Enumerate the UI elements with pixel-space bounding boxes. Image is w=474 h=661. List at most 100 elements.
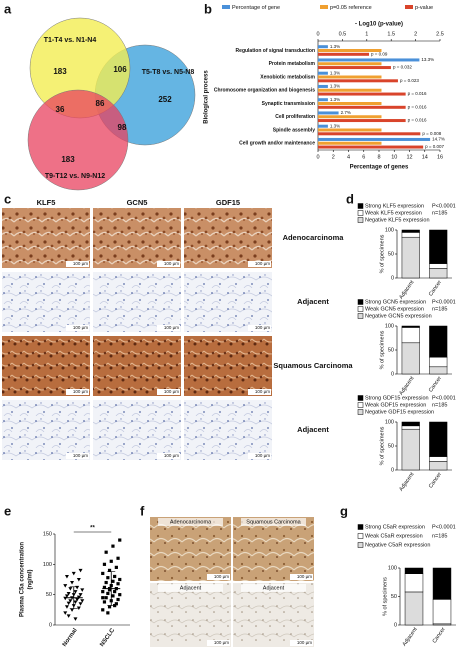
bar-segment [401, 325, 420, 328]
value-label: 1.3% [330, 97, 340, 102]
bar [318, 62, 382, 66]
column-header: KLF5 [37, 198, 56, 207]
scale-box [207, 574, 230, 580]
legend-swatch [357, 524, 364, 530]
x-tick-label: 12 [406, 154, 412, 160]
venn-count: 98 [118, 123, 127, 132]
p-value-text: P<0.0001 [432, 524, 456, 530]
point [104, 580, 108, 585]
micrograph [150, 517, 231, 581]
p-value-text: P<0.0001 [432, 203, 456, 209]
legend-label: Weak GDF15 expression [365, 402, 426, 408]
point [113, 574, 117, 579]
value-label: p = 0.008 [422, 131, 441, 136]
bar-segment [429, 229, 448, 264]
row-label: Adenocarcinoma [283, 233, 345, 242]
micrograph [184, 272, 272, 332]
scale-bar-label: 100 µm [255, 453, 270, 458]
point [102, 600, 107, 604]
y-tick-label: 0 [391, 467, 394, 473]
legend-label: Strong C5aR expression [365, 524, 425, 530]
scale-box [157, 389, 180, 395]
image-label: Adenocarcinoma [170, 519, 212, 525]
category-label: Cell proliferation [275, 114, 315, 120]
bar-segment [429, 263, 448, 269]
bar-segment [404, 591, 424, 626]
value-label: 1.3% [330, 44, 340, 49]
legend-swatch [357, 299, 364, 305]
point [106, 591, 110, 596]
point [116, 556, 120, 560]
significance: ** [90, 526, 95, 532]
micrograph [93, 208, 181, 268]
y-tick-label: 150 [43, 531, 52, 537]
scale-bar-label: 100 µm [255, 261, 270, 266]
y-tick-label: 50 [391, 594, 397, 600]
bar-segment [429, 325, 448, 358]
panel-letter: b [204, 1, 212, 16]
row-label: Squamous Carcinoma [273, 361, 353, 370]
x-tick-label: 14 [422, 154, 428, 160]
scale-box [66, 261, 89, 267]
label-box [158, 518, 223, 526]
y-tick-label: 50 [388, 251, 394, 257]
venn-count: 86 [96, 99, 105, 108]
legend-label: Strong GDF15 expression [365, 395, 429, 401]
scale-box [248, 325, 271, 331]
scale-bar-label: 100 µm [297, 640, 312, 645]
y-axis-title: % of specimens [379, 330, 385, 369]
point [63, 611, 68, 615]
point [64, 594, 69, 598]
point [73, 600, 78, 604]
legend-label: Weak GCN5 expression [365, 306, 424, 312]
y-tick-label: 0 [49, 622, 52, 628]
bar [318, 84, 328, 88]
x-axis-title: Percentage of genes [350, 165, 409, 171]
scale-box [157, 325, 180, 331]
point [78, 593, 83, 597]
scale-box [248, 389, 271, 395]
point [111, 594, 115, 598]
bar [318, 75, 382, 79]
legend-swatch [405, 5, 413, 9]
legend-label: Strong GCN5 expression [365, 299, 426, 305]
bar [318, 115, 382, 119]
y-tick-label: 0 [391, 371, 394, 377]
scale-bar-label: 100 µm [164, 453, 179, 458]
category-label: Chromosome organization and biogenesis [214, 88, 315, 94]
image-label: Squamous Carcinoma [246, 519, 301, 525]
x2-tick-label: 0 [316, 31, 319, 37]
point [75, 598, 80, 602]
bar [318, 52, 370, 56]
bar-segment [404, 573, 424, 593]
x2-tick-label: 0.5 [339, 31, 347, 37]
scale-box [66, 389, 89, 395]
value-label: p = 0.016 [408, 104, 427, 109]
venn-count: 183 [53, 67, 67, 76]
column-header: GDF15 [216, 198, 240, 207]
image-label: Adjacent [263, 585, 285, 591]
legend-label: Negative C5aR expression [365, 542, 430, 548]
point [102, 562, 107, 566]
bar-segment [401, 232, 420, 238]
value-label: p = 0.007 [425, 144, 444, 149]
micrograph [184, 336, 272, 396]
bar-segment [432, 567, 452, 600]
y-tick-label: 0 [394, 622, 397, 628]
point [118, 593, 122, 597]
value-label: p = 0.016 [408, 118, 427, 123]
point [80, 599, 85, 603]
point [101, 571, 105, 576]
scale-bar-label: 100 µm [214, 640, 229, 645]
x2-tick-label: 1.5 [387, 31, 395, 37]
legend-swatch [357, 533, 364, 539]
y-axis-title: % of specimens [379, 426, 385, 465]
legend-label: Weak KLF5 expression [365, 210, 422, 216]
panel-letter: c [4, 191, 11, 206]
point [116, 597, 120, 602]
point [101, 590, 105, 594]
point [107, 568, 112, 572]
